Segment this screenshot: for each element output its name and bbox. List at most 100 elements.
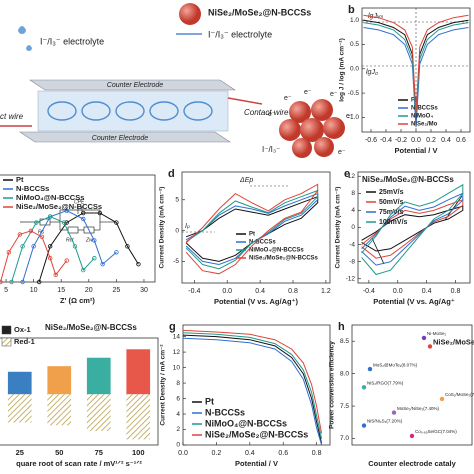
series-line — [363, 22, 469, 118]
legend-label: 100mV/s — [379, 219, 408, 226]
y-tick-label: 12 — [173, 349, 181, 356]
point — [64, 220, 69, 225]
series-line — [182, 329, 323, 434]
series-line — [363, 27, 469, 128]
point — [64, 258, 69, 263]
x-tick-label: 0.0 — [393, 288, 403, 295]
point — [81, 216, 86, 222]
y-tick-label: 8 — [351, 190, 355, 197]
x-tick-label: 0.0 — [222, 288, 232, 295]
y-tick-label: 0 — [176, 442, 180, 449]
y-tick-label: -0.5 — [348, 90, 360, 97]
x-tick-label: 0.6 — [278, 450, 288, 457]
series-line — [0, 230, 68, 283]
y-tick-label: -5 — [173, 258, 179, 265]
panel-label: b — [348, 4, 355, 16]
y-tick-label: 2 — [176, 426, 180, 433]
bar — [126, 394, 151, 440]
electron: e⁻ — [338, 149, 346, 156]
series-line — [182, 332, 323, 439]
contact-wire-label: Contact wire — [244, 108, 289, 117]
point-label: NiS/Ni₃S₄(7.20%) — [367, 419, 403, 424]
point — [34, 220, 39, 225]
legend-label: NiMoO₄@N-BCCSs — [16, 193, 84, 202]
series-line — [185, 183, 319, 275]
y-tick-label: 0.5 — [350, 41, 359, 48]
y-tick-label: 6 — [176, 395, 180, 402]
x-tick-label: 0.8 — [312, 450, 322, 457]
y-tick-label: -1.0 — [348, 114, 360, 121]
point — [39, 234, 45, 240]
x-tick-label: 0.0 — [178, 450, 188, 457]
point — [31, 244, 36, 249]
point — [64, 208, 69, 213]
point — [361, 423, 367, 428]
legend-label: Pt — [205, 396, 214, 406]
point — [136, 261, 141, 267]
series-line — [363, 14, 469, 113]
x-tick-label: 25 — [112, 287, 120, 294]
x-tick-label: 15 — [57, 287, 65, 294]
series-line — [182, 334, 323, 444]
legend-label: Red-1 — [14, 337, 35, 346]
plot-frame — [182, 324, 331, 446]
plot-frame — [357, 171, 471, 284]
x-tick-label: -0.6 — [365, 137, 377, 144]
panel: d -0.4 0.0 0.4 0.8 1.2 5 0 -5 Potential (V vs. Ag… — [159, 168, 331, 306]
panel-title: NiSe₂/MoSe₂@N-BCCSs — [362, 175, 454, 184]
panel: 5 10 15 20 25 30 Z' (Ω cm²) PtN-BCCSsNiMoO₄@N-B… — [0, 174, 156, 305]
point-label: CoS₂/MoSe₂(7.61%) — [445, 392, 474, 397]
y-tick-label: 8.5 — [340, 338, 349, 345]
series-line — [38, 212, 139, 283]
x-axis-label: Z' (Ω cm²) — [60, 296, 95, 305]
series-line — [11, 216, 95, 283]
x-axis-label: quare root of scan rate / mV¹ᐟ² s⁻¹ᐟ² — [16, 459, 142, 468]
bar — [7, 371, 32, 395]
y-tick-label: -8 — [349, 258, 355, 265]
y-tick-label: 0 — [175, 227, 179, 234]
point — [47, 214, 53, 219]
legend-label: NiSe₂/MoSe₂@N-BCCSs — [249, 256, 319, 262]
x-tick-label: 1.2 — [321, 288, 331, 295]
legend-label: NiMoO₄@N-BCCSs — [205, 418, 287, 428]
droplet — [26, 45, 32, 51]
y-tick-label: 1.0 — [350, 17, 359, 24]
circuit-label: Zw — [85, 237, 93, 243]
annotation: Iₚ — [185, 223, 190, 230]
legend-label: Pt — [16, 175, 24, 184]
electrolyte-legend: I⁻/I₃⁻ electrolyte — [208, 29, 272, 39]
series-line — [361, 183, 464, 276]
schematic: NiSe₂/MoSe₂@N-BCCSs I⁻/I₃⁻ electrolyte I… — [0, 3, 354, 158]
y-tick-label: -12 — [346, 275, 356, 282]
point — [61, 220, 67, 225]
point — [421, 335, 427, 341]
legend-label: N-BCCSs — [411, 106, 438, 112]
point — [367, 366, 373, 372]
point-label: NiSe₂/MoSe₂@ — [433, 337, 474, 346]
legend-swatch — [1, 337, 12, 347]
series-line — [185, 189, 319, 270]
electrolyte-label: I⁻/I₃⁻ electrolyte — [40, 36, 104, 46]
circuit-label: Rct — [66, 237, 74, 243]
point — [114, 250, 119, 255]
counter-electrode-label: Counter Electrode — [107, 82, 164, 89]
x-axis-label: Potential (V vs. Ag/Ag⁺ — [373, 297, 455, 306]
wire — [227, 97, 263, 105]
bar — [7, 394, 32, 423]
point-label: Ni-MoSe₂ — [427, 331, 447, 336]
panel-title: NiSe₂/MoSe₂@N-BCCSs — [45, 323, 137, 332]
point — [92, 256, 97, 261]
legend-label: N-BCCSs — [249, 240, 276, 246]
point — [20, 244, 25, 249]
y-tick-label: 12 — [348, 173, 356, 180]
legend-label: Pt — [249, 232, 255, 238]
series-line — [22, 210, 117, 283]
counter-electrode-label: Counter Electrode — [92, 135, 149, 142]
x-tick-label: -0.4 — [188, 288, 200, 295]
x-tick-label: 0.8 — [451, 288, 461, 295]
y-axis-label: log J / log (mA cm⁻²) — [339, 38, 346, 102]
legend-label: NiMoO₄ — [411, 114, 433, 120]
point — [20, 279, 25, 285]
bottom-electrode — [19, 131, 231, 143]
annotation: lgJₗᵢₘ — [368, 13, 384, 20]
